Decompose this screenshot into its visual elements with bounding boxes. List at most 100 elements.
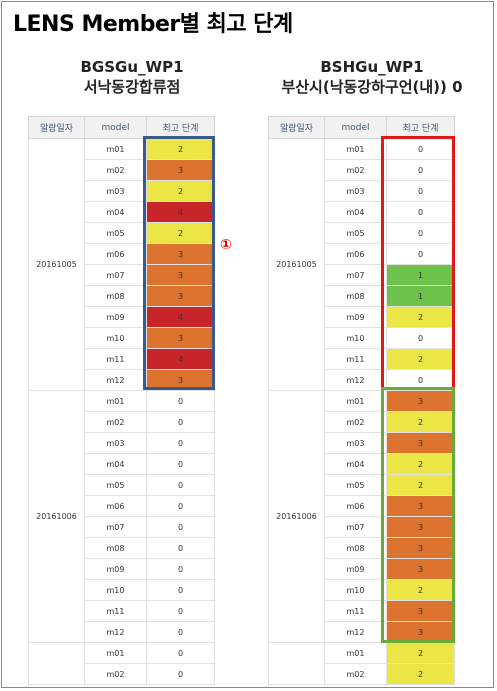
level-cell: 2 (146, 180, 215, 202)
table-row: m06 0 (29, 495, 215, 517)
table-row: 20161005 m01 0 (268, 138, 455, 391)
table-row: m05 2 (269, 474, 455, 496)
level-cell: 2 (146, 222, 215, 244)
table-row: m02 2 (269, 663, 455, 685)
table-row: m03 0 (269, 180, 455, 202)
model-cell: m09 (324, 558, 387, 580)
model-cell: m11 (84, 348, 147, 370)
alarm-date-cell: 20161006 (28, 390, 85, 643)
model-cell: m10 (324, 327, 387, 349)
model-cell: m02 (324, 663, 387, 685)
level-cell: 0 (386, 180, 455, 202)
table-row: m08 0 (29, 537, 215, 559)
header-date: 알람일자 (28, 116, 85, 139)
level-cell: 0 (146, 474, 215, 496)
level-cell: 1 (386, 264, 455, 286)
level-cell: 3 (386, 516, 455, 538)
table-row: 20161006 m01 3 (268, 390, 455, 643)
header-model: model (324, 116, 387, 139)
model-cell: m07 (84, 516, 147, 538)
table-row: m08 3 (29, 285, 215, 307)
table-row: m05 0 (269, 222, 455, 244)
model-cell: m01 (324, 642, 387, 664)
alarm-date-cell (268, 642, 325, 685)
page-title: LENS Member별 최고 단계 (13, 12, 293, 37)
table-header-row: 알람일자 model 최고 단계 (28, 116, 215, 139)
level-cell: 0 (146, 579, 215, 601)
table-row: m07 3 (29, 264, 215, 286)
alarm-date-cell (28, 642, 85, 685)
table-row: m11 0 (29, 600, 215, 622)
level-cell: 2 (146, 138, 215, 160)
model-cell: m05 (324, 474, 387, 496)
level-cell: 3 (146, 243, 215, 265)
model-cell: m05 (84, 474, 147, 496)
table-right: 알람일자 model 최고 단계 20161005 m01 0 m02 0 m03 0 m04 0 m0… (268, 116, 455, 685)
model-cell: m10 (324, 579, 387, 601)
table-header-row: 알람일자 model 최고 단계 (268, 116, 455, 139)
panel-left-heading: BGSGu_WP1 서낙동강합류점 (42, 57, 222, 97)
model-cell: m06 (324, 495, 387, 517)
model-cell: m03 (324, 432, 387, 454)
model-cell: m12 (84, 621, 147, 643)
level-cell: 2 (386, 453, 455, 475)
table-row: m11 3 (269, 600, 455, 622)
model-cell: m07 (84, 264, 147, 286)
model-cell: m09 (84, 306, 147, 328)
level-cell: 0 (386, 159, 455, 181)
model-cell: m03 (84, 180, 147, 202)
level-cell: 4 (146, 201, 215, 223)
table-row: 20161006 m01 0 (28, 390, 215, 643)
level-cell: 3 (386, 621, 455, 643)
model-cell: m08 (84, 537, 147, 559)
table-row: m08 1 (269, 285, 455, 307)
level-cell: 3 (146, 264, 215, 286)
table-row: m02 0 (29, 411, 215, 433)
table-row: m10 2 (269, 579, 455, 601)
table-row: m09 3 (269, 558, 455, 580)
annotation-marker: ① (220, 237, 232, 253)
level-cell: 3 (386, 432, 455, 454)
model-cell: m06 (84, 243, 147, 265)
level-cell: 3 (146, 369, 215, 391)
level-cell: 3 (386, 390, 455, 412)
model-cell: m01 (84, 390, 147, 412)
level-cell: 3 (386, 558, 455, 580)
level-cell: 0 (386, 369, 455, 391)
table-row: m02 0 (29, 663, 215, 685)
panel-right-heading: BSHGu_WP1 부산시(낙동강하구언(내)) 0 (247, 57, 493, 97)
header-model: model (84, 116, 147, 139)
table-row: m05 2 (29, 222, 215, 244)
alarm-date-cell: 20161005 (268, 138, 325, 391)
model-cell: m07 (324, 264, 387, 286)
model-cell: m07 (324, 516, 387, 538)
model-cell: m12 (84, 369, 147, 391)
level-cell: 0 (146, 621, 215, 643)
panel-right-name: BSHGu_WP1 (320, 58, 424, 76)
level-cell: 2 (386, 474, 455, 496)
table-row: m04 0 (29, 453, 215, 475)
panel-right-location: 부산시(낙동강하구언(내)) 0 (281, 78, 463, 96)
model-cell: m10 (84, 579, 147, 601)
level-cell: 0 (386, 138, 455, 160)
table-row: m03 3 (269, 432, 455, 454)
header-date: 알람일자 (268, 116, 325, 139)
model-cell: m04 (84, 201, 147, 223)
table-row: m01 0 (28, 642, 215, 685)
level-cell: 4 (146, 306, 215, 328)
model-cell: m11 (84, 600, 147, 622)
header-level: 최고 단계 (146, 116, 215, 139)
level-cell: 0 (146, 537, 215, 559)
model-cell: m11 (324, 600, 387, 622)
level-cell: 0 (146, 600, 215, 622)
table-row: 20161005 m01 2 (28, 138, 215, 391)
level-cell: 0 (146, 516, 215, 538)
level-cell: 0 (146, 390, 215, 412)
level-cell: 0 (386, 243, 455, 265)
table-row: m03 0 (29, 432, 215, 454)
model-cell: m03 (84, 432, 147, 454)
table-left: 알람일자 model 최고 단계 20161005 m01 2 m02 3 m03 2 m04 4 m0… (28, 116, 215, 685)
table-row: m02 2 (269, 411, 455, 433)
model-cell: m09 (84, 558, 147, 580)
